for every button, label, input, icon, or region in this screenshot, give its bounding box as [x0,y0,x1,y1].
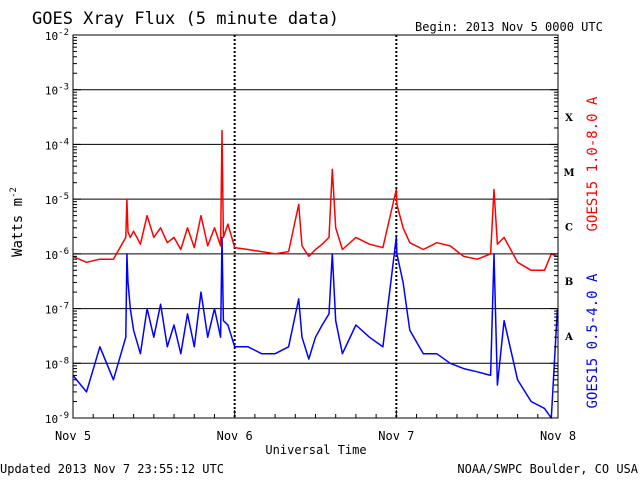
flare-class-label: A [564,332,573,343]
credit-label: NOAA/SWPC Boulder, CO USA [457,462,638,476]
y-tick-mantissa: 10 [45,85,58,98]
x-axis-title: Universal Time [265,443,366,457]
x-tick-label: Nov 7 [378,429,414,443]
y-tick-label: 10-3 [45,83,69,98]
chart-title: GOES Xray Flux (5 minute data) [32,9,339,29]
y-tick-mantissa: 10 [45,249,58,262]
y-tick-exponent: -6 [58,247,69,257]
series-line-long [72,129,558,272]
y-tick-label: 10-5 [45,192,69,207]
plot-frame [72,34,559,419]
y-tick-label: 10-8 [45,356,69,371]
series-line-short [72,236,559,419]
y-tick-mantissa: 10 [45,139,58,152]
y-tick-label: 10-2 [45,28,69,43]
y-tick-exponent: -3 [58,83,69,93]
y-tick-exponent: -9 [58,411,69,421]
updated-label: Updated 2013 Nov 7 23:55:12 UTC [0,462,224,476]
y-axis-title: Watts m-2 [9,187,26,257]
y-tick-label: 10-7 [45,302,69,317]
y-tick-exponent: -2 [58,28,69,38]
y-tick-mantissa: 10 [45,30,58,43]
x-tick-label: Nov 8 [540,429,576,443]
y-tick-exponent: -7 [58,302,69,312]
y-tick-mantissa: 10 [45,194,58,207]
y-axis-label: Watts m [10,198,26,257]
y-tick-mantissa: 10 [45,358,58,371]
flare-class-label: B [565,277,573,288]
y-tick-label: 10-6 [45,247,69,262]
y-tick-exponent: -8 [58,356,69,366]
y-tick-label: 10-4 [45,137,69,152]
begin-label: Begin: 2013 Nov 5 0000 UTC [415,20,603,34]
flare-class-label: X [565,113,573,124]
y-tick-mantissa: 10 [45,413,58,426]
y-tick-label: 10-9 [45,411,69,426]
x-tick-label: Nov 5 [55,429,91,443]
svg-text:Watts m-2: Watts m-2 [9,187,26,257]
x-tick-label: Nov 6 [217,429,253,443]
y-tick-mantissa: 10 [45,304,58,317]
flare-class-label: C [565,223,573,234]
flare-class-label: M [563,168,574,179]
y-tick-exponent: -5 [58,192,69,202]
legend-series-label: GOES15 0.5-4.0 A [585,273,601,408]
legend-series-label: GOES15 1.0-8.0 A [585,96,601,231]
y-tick-exponent: -4 [58,137,69,147]
y-axis-label-exp: -2 [9,187,19,198]
